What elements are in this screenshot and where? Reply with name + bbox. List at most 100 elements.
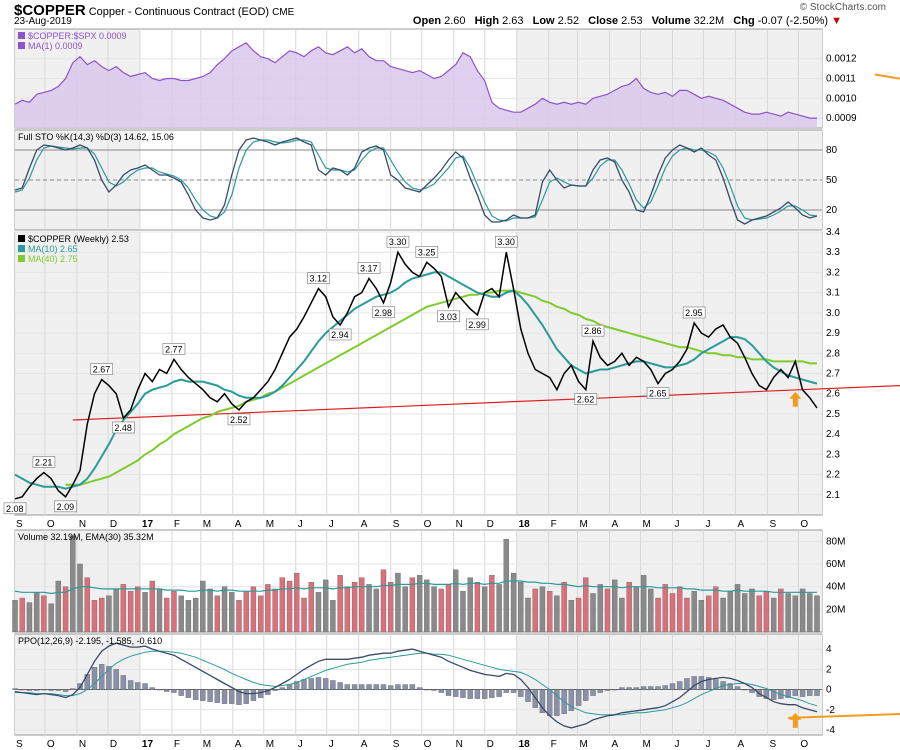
volume-bar-70 bbox=[518, 581, 524, 633]
ytick-label-1-2: 20 bbox=[826, 205, 838, 216]
ppo-hist-bar-77 bbox=[568, 689, 575, 711]
ppo-hist-bar-52 bbox=[388, 685, 394, 690]
ppo-hist-bar-75 bbox=[554, 689, 560, 716]
volume-bar-109 bbox=[799, 588, 806, 633]
ppo-hist-bar-1 bbox=[19, 689, 25, 691]
ratio-line bbox=[14, 42, 817, 119]
price-label-10: 2.98 bbox=[374, 308, 392, 318]
ppo-hist-bar-86 bbox=[633, 687, 640, 690]
legend-entry-2-1: MA(10) 2.65 bbox=[28, 244, 78, 254]
volume-bar-85 bbox=[626, 581, 632, 633]
ytick-label-2-3: 3.1 bbox=[826, 288, 840, 299]
volume-bar-30 bbox=[229, 592, 235, 633]
ppo-hist-bar-45 bbox=[337, 682, 343, 690]
volume-bar-66 bbox=[489, 575, 495, 633]
price-label-12: 3.25 bbox=[418, 247, 436, 257]
volume-bar-28 bbox=[214, 595, 220, 633]
volume-bar-82 bbox=[604, 588, 611, 633]
xtick-label-top-15: D bbox=[487, 519, 494, 530]
ppo-hist-bar-14 bbox=[113, 669, 119, 690]
legend-entry-2-0: $COPPER (Weekly) 2.53 bbox=[28, 234, 129, 244]
xtick-label-bottom-3: D bbox=[110, 739, 117, 750]
volume-bar-37 bbox=[279, 577, 286, 633]
price-label-box-2 bbox=[54, 500, 77, 513]
ppo-hist-bar-33 bbox=[250, 689, 257, 701]
xtick-label-top-13: O bbox=[424, 519, 432, 530]
ma40-line bbox=[65, 289, 817, 486]
ppo-hist-bar-74 bbox=[546, 689, 553, 716]
xtick-label-top-17: F bbox=[551, 519, 557, 530]
volume-bar-65 bbox=[481, 586, 488, 633]
volume-bar-71 bbox=[525, 597, 531, 633]
xtick-label-bottom-0: S bbox=[16, 739, 23, 750]
ppo-hist-bar-31 bbox=[236, 689, 242, 705]
high-label: High bbox=[474, 15, 500, 27]
xtick-label-bottom-2: N bbox=[79, 739, 86, 750]
price-label-box-9 bbox=[357, 262, 381, 274]
volume-bar-83 bbox=[612, 579, 618, 633]
ytick-label-2-8: 2.6 bbox=[826, 389, 840, 400]
price-line bbox=[14, 250, 818, 500]
ppo-hist-bar-70 bbox=[518, 689, 524, 697]
price-label-14: 2.99 bbox=[468, 320, 486, 330]
price-label-6: 2.52 bbox=[230, 415, 248, 425]
price-label-2: 2.09 bbox=[57, 502, 75, 512]
price-label-9: 3.17 bbox=[360, 263, 378, 273]
ppo-hist-bar-97 bbox=[713, 679, 719, 690]
price-label-8: 2.94 bbox=[331, 330, 349, 340]
low-label: Low bbox=[532, 15, 555, 27]
xtick-label-bottom-5: F bbox=[174, 739, 180, 750]
ppo-hist-bar-50 bbox=[373, 684, 379, 690]
close-label: Close bbox=[588, 15, 619, 27]
volume-bar-68 bbox=[503, 538, 509, 633]
price-label-3: 2.67 bbox=[93, 365, 111, 375]
legend-entry-1-0: Full STO %K(14,3) %D(3) 14.62, 15.06 bbox=[18, 132, 174, 142]
ppo-hist-bar-54 bbox=[402, 684, 408, 690]
xtick-label-bottom-6: M bbox=[203, 739, 211, 750]
legend-entry-0-1: MA(1) 0.0009 bbox=[28, 41, 83, 51]
ytick-label-2-1: 3.3 bbox=[826, 247, 840, 258]
xtick-label-top-21: J bbox=[674, 519, 679, 530]
volume-bar-91 bbox=[669, 593, 676, 633]
price-label-box-6 bbox=[227, 413, 251, 426]
ppo-hist-bar-107 bbox=[785, 689, 791, 698]
ppo-hist-bar-58 bbox=[431, 689, 437, 691]
ppo-hist-bar-105 bbox=[770, 689, 777, 700]
volume-bar-3 bbox=[33, 592, 40, 633]
volume-bar-49 bbox=[366, 584, 372, 633]
xtick-label-bottom-21: J bbox=[674, 739, 679, 750]
price-label-16: 2.86 bbox=[584, 326, 602, 336]
volume-bar-75 bbox=[554, 595, 560, 633]
ytick-label-4-2: 0 bbox=[826, 685, 832, 696]
xtick-label-bottom-7: A bbox=[235, 739, 242, 750]
volume-bar-55 bbox=[409, 577, 416, 633]
up-arrow-icon bbox=[789, 391, 802, 407]
ppo-hist-bar-65 bbox=[481, 689, 488, 699]
ytick-label-0-2: 0.0010 bbox=[826, 93, 857, 104]
volume-bar-14 bbox=[113, 588, 119, 633]
xtick-label-top-0: S bbox=[16, 519, 23, 530]
legend-swatch-0-0 bbox=[18, 32, 25, 39]
ytick-label-3-3: 20M bbox=[826, 604, 845, 615]
xtick-label-top-16: 18 bbox=[519, 519, 531, 530]
ppo-hist-bar-22 bbox=[171, 689, 177, 693]
price-label-1: 2.21 bbox=[35, 458, 53, 468]
xtick-label-top-8: M bbox=[266, 519, 274, 530]
ppo-hist-bar-35 bbox=[265, 689, 271, 695]
xtick-label-top-1: O bbox=[47, 519, 55, 530]
ytick-label-2-2: 3.2 bbox=[826, 267, 840, 278]
volume-bar-22 bbox=[171, 591, 177, 633]
legend-entry-4-0: PPO(12,26,9) -2.195, -1.585, -0.610 bbox=[18, 636, 162, 646]
volume-bar-60 bbox=[445, 584, 452, 633]
xtick-label-top-23: A bbox=[737, 519, 744, 530]
ppo-hist-bar-21 bbox=[164, 689, 170, 692]
xtick-label-bottom-13: O bbox=[424, 739, 432, 750]
price-label-box-13 bbox=[437, 310, 460, 323]
xtick-label-top-19: A bbox=[612, 519, 619, 530]
xtick-label-bottom-1: O bbox=[47, 739, 55, 750]
ppo-hist-bar-40 bbox=[301, 679, 307, 690]
volume-bar-24 bbox=[185, 600, 192, 633]
volume-bar-86 bbox=[633, 586, 640, 633]
volume-bar-76 bbox=[561, 581, 567, 633]
